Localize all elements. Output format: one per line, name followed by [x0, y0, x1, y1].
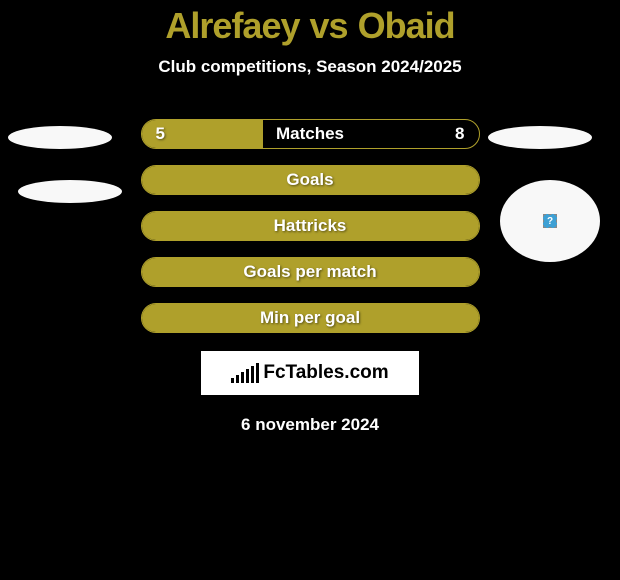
- player2-photo-circle: ?: [500, 180, 600, 262]
- stat-label: Min per goal: [260, 308, 360, 328]
- stat-value-left: 5: [156, 124, 165, 144]
- stat-bar: Min per goal: [141, 303, 480, 333]
- logo-bar-segment: [246, 369, 249, 383]
- stat-bar: Matches 5 8: [141, 119, 480, 149]
- player2-photo-ellipse: [488, 126, 592, 149]
- logo-bar-segment: [251, 366, 254, 383]
- stat-label: Hattricks: [274, 216, 347, 236]
- player1-name: Alrefaey: [165, 5, 299, 46]
- logo-text: FcTables.com: [263, 362, 388, 384]
- stat-value-right: 8: [455, 124, 464, 144]
- vs-text: vs: [310, 5, 348, 46]
- logo-box: FcTables.com: [201, 351, 419, 395]
- logo-bar-segment: [256, 363, 259, 383]
- player2-name: Obaid: [358, 5, 455, 46]
- header: Alrefaey vs Obaid Club competitions, Sea…: [0, 5, 620, 77]
- logo-bars-icon: [231, 363, 259, 383]
- stat-label: Goals per match: [243, 262, 376, 282]
- page-title: Alrefaey vs Obaid: [0, 5, 620, 47]
- stat-bars-container: Matches 5 8 Goals Hattricks Goals per match Mi…: [141, 119, 480, 333]
- logo-bar-segment: [241, 372, 244, 383]
- stat-label: Goals: [286, 170, 333, 190]
- stat-bar: Goals per match: [141, 257, 480, 287]
- player1-photo-ellipse-2: [18, 180, 122, 203]
- placeholder-icon: ?: [543, 214, 557, 228]
- stat-label: Matches: [276, 124, 344, 144]
- date-text: 6 november 2024: [0, 415, 620, 435]
- subtitle: Club competitions, Season 2024/2025: [0, 57, 620, 77]
- stat-bar: Goals: [141, 165, 480, 195]
- stat-bar: Hattricks: [141, 211, 480, 241]
- logo-bar-segment: [236, 375, 239, 383]
- logo-content: FcTables.com: [231, 362, 388, 384]
- player1-photo-ellipse-1: [8, 126, 112, 149]
- logo-bar-segment: [231, 378, 234, 383]
